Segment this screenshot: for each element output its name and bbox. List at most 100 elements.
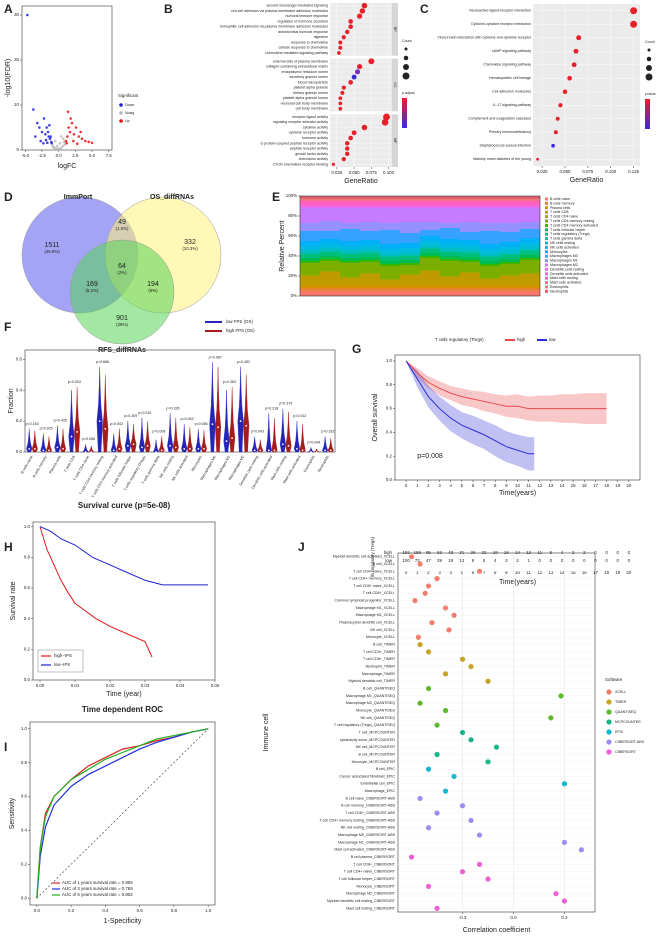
- bar-segment: [460, 257, 480, 260]
- violin: [68, 390, 75, 453]
- row-label: Macrophage M2_QUANTISEQ: [346, 701, 395, 705]
- violin: [31, 430, 38, 453]
- bar-segment: [460, 200, 480, 201]
- dot: [417, 561, 423, 567]
- bar-segment: [300, 253, 320, 254]
- risk-count: 9: [472, 558, 475, 563]
- point: [62, 140, 66, 144]
- bar-segment: [440, 291, 460, 296]
- region-count: 49: [118, 219, 126, 226]
- y-tick-label: 0.8: [24, 554, 31, 559]
- y-tick-label: 0.2: [386, 453, 393, 458]
- panel-letter: F: [4, 320, 11, 334]
- bar-segment: [500, 264, 520, 275]
- point: [40, 130, 44, 134]
- p-value: p=0.012: [293, 414, 306, 418]
- point: [46, 130, 50, 134]
- point: [84, 139, 87, 143]
- bar-segment: [400, 288, 420, 291]
- x-tick-label: 0: [405, 483, 408, 488]
- risk-count: 0: [594, 558, 597, 563]
- legend-swatch: [545, 285, 548, 289]
- legend-title: p.adjust: [402, 91, 415, 95]
- bar-segment: [500, 223, 520, 232]
- legend-swatch: [119, 119, 123, 123]
- legend-label: high: [517, 337, 526, 342]
- risk-count: 100: [402, 558, 410, 563]
- bar-segment: [380, 257, 400, 261]
- bar-segment: [300, 263, 320, 275]
- bar-segment: [400, 206, 420, 208]
- point: [65, 141, 68, 145]
- row-label: T cell regulatory (Tregs)_QUANTISEQ: [334, 723, 395, 727]
- point: [52, 146, 55, 149]
- legend-label: AUC of 1 years survival rate = 0.805: [62, 880, 133, 885]
- point: [68, 130, 72, 134]
- x-tick-label: 15: [571, 483, 576, 488]
- point: [44, 132, 47, 136]
- risk-time-label: 2: [427, 570, 430, 575]
- dot: [434, 576, 440, 582]
- bar-segment: [340, 241, 360, 246]
- y-tick-label: 80%: [288, 213, 297, 218]
- dot: [561, 898, 568, 904]
- bar-segment: [440, 201, 460, 205]
- bar-segment: [480, 201, 500, 205]
- bar-segment: [380, 286, 400, 288]
- bar-segment: [520, 288, 540, 291]
- y-axis-label: Immune cell: [263, 713, 270, 751]
- x-tick-label: 0.05: [211, 683, 220, 688]
- panel-letter: A: [4, 2, 13, 16]
- row-label: T cell CD8+ naive_XCELL: [353, 584, 395, 588]
- bar-segment: [380, 266, 400, 279]
- legend-label: Plasma cells: [550, 206, 570, 210]
- bar-segment: [420, 248, 440, 249]
- dot: [459, 869, 466, 875]
- dot: [485, 678, 491, 684]
- bar-segment: [500, 254, 520, 255]
- legend-label: T cells follicular helper: [550, 228, 586, 232]
- bar-segment: [460, 286, 480, 288]
- legend-swatch: [545, 267, 548, 271]
- bar-segment: [360, 208, 380, 222]
- violin: [144, 420, 151, 453]
- y-tick-label: 0.4: [16, 387, 23, 392]
- median: [98, 420, 101, 422]
- p-value: p=0.066: [195, 422, 208, 426]
- y-tick-label: 20%: [288, 273, 297, 278]
- bar-segment: [340, 263, 360, 277]
- legend-label: low: [549, 337, 556, 342]
- legend-swatch: [606, 749, 612, 755]
- risk-time-label: 9: [505, 570, 508, 575]
- legend-swatch: [119, 111, 123, 115]
- bar-segment: [380, 244, 400, 249]
- legend-label: MCPCOUNTER: [615, 720, 641, 724]
- bar-segment: [320, 261, 340, 271]
- bar-segment: [460, 272, 480, 273]
- region-count: 64: [118, 263, 126, 270]
- dot: [551, 143, 555, 148]
- row-label: Macrophage M1_XCELL: [356, 606, 395, 610]
- legend-label: AUC of 5 years survival rate = 0.802: [62, 892, 133, 897]
- median: [231, 437, 234, 439]
- bar-segment: [340, 278, 360, 286]
- region-percent: (6%): [148, 288, 158, 293]
- bar-segment: [420, 236, 440, 241]
- bar-segment: [400, 260, 420, 263]
- legend-swatch: [545, 245, 548, 249]
- median: [118, 448, 121, 450]
- y-tick-label: 0.0: [21, 895, 28, 900]
- bar-segment: [440, 199, 460, 200]
- legend-swatch: [545, 223, 548, 227]
- bar-segment: [440, 277, 460, 286]
- legend-swatch: [606, 729, 612, 735]
- bar-segment: [300, 200, 320, 201]
- region-count: 1511: [44, 242, 59, 249]
- risk-count: 0: [628, 550, 631, 555]
- bar-segment: [480, 208, 500, 223]
- bar-segment: [340, 291, 360, 296]
- bar-segment: [500, 259, 520, 262]
- legend-swatch: [545, 197, 548, 201]
- median: [225, 440, 228, 443]
- risk-count: 0: [605, 550, 608, 555]
